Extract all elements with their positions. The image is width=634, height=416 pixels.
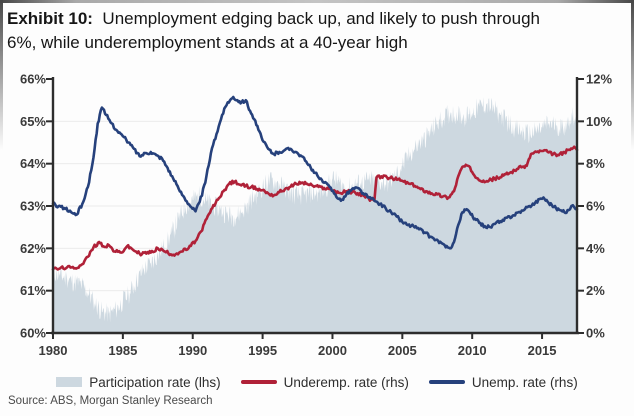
right-axis-label: 10% [586,114,612,129]
x-axis-label: 2005 [388,343,417,358]
underemployment-line-swatch [240,380,277,384]
chart-legend: Participation rate (lhs) Underemp. rate … [0,371,634,393]
legend-label-participation: Participation rate (lhs) [89,374,221,390]
participation-area-swatch [56,377,83,387]
left-axis-label: 65% [20,114,46,129]
legend-item-unemployment: Unemp. rate (rhs) [428,374,578,390]
right-axis-label: 8% [586,156,605,171]
participation-area-series [53,97,577,333]
legend-label-underemployment: Underemp. rate (rhs) [283,374,409,390]
source-note: Source: ABS, Morgan Stanley Research [8,395,213,407]
x-axis-label: 1990 [178,343,207,358]
x-axis-label: 2010 [458,343,487,358]
right-axis-label: 12% [586,72,612,87]
left-axis-label: 60% [20,326,46,341]
x-axis-label: 1985 [108,343,137,358]
left-axis-label: 66% [20,72,46,87]
legend-item-participation: Participation rate (lhs) [56,374,221,390]
exhibit-title: Exhibit 10: Unemployment edging back up,… [7,7,629,54]
left-axis-label: 64% [20,156,46,171]
unemployment-line-swatch [428,380,465,384]
x-axis-label: 1980 [39,343,68,358]
x-axis-label: 2015 [528,343,557,358]
left-axis-label: 63% [20,199,46,214]
right-axis-label: 2% [586,283,605,298]
left-axis-label: 62% [20,241,46,256]
unemployment-line-series [51,95,579,250]
legend-label-unemployment: Unemp. rate (rhs) [471,374,578,390]
right-axis-label: 6% [586,199,605,214]
underemployment-line-series [51,145,579,271]
right-axis-label: 4% [586,241,605,256]
legend-item-underemployment: Underemp. rate (rhs) [240,374,409,390]
x-axis-label: 2000 [318,343,347,358]
exhibit-number: Exhibit 10: [7,9,93,28]
exhibit-title-line1: Unemployment edging back up, and likely … [102,9,540,28]
left-axis-label: 61% [20,283,46,298]
x-axis-label: 1995 [248,343,277,358]
exhibit-title-line2: 6%, while underemployment stands at a 40… [7,32,408,52]
right-axis-label: 0% [586,326,605,341]
